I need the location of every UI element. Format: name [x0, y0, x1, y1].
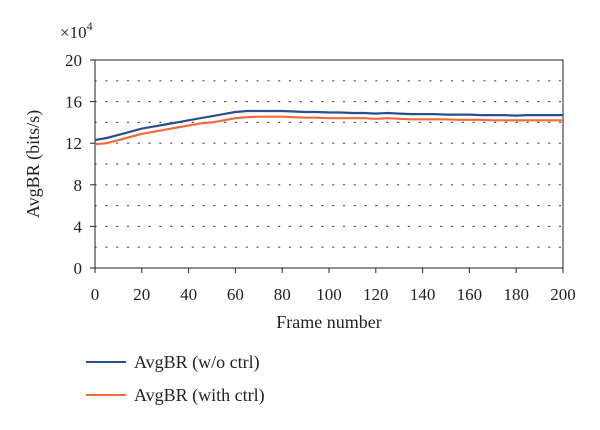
x-tick-label: 100	[316, 285, 342, 304]
legend-label-w-o-ctrl: AvgBR (w/o ctrl)	[134, 351, 260, 372]
x-tick-label: 120	[363, 285, 389, 304]
x-tick-label: 180	[503, 285, 529, 304]
y-multiplier: ×104	[60, 19, 93, 42]
series-line-1	[94, 115, 563, 146]
legend: AvgBR (w/o ctrl) AvgBR (with ctrl)	[86, 348, 265, 414]
y-multiplier-exponent: 4	[87, 19, 93, 33]
series-line-0	[94, 109, 563, 142]
y-tick-label: 8	[74, 176, 83, 195]
y-tick-label: 4	[74, 217, 83, 236]
x-tick-label: 200	[550, 285, 576, 304]
legend-item-w-o-ctrl: AvgBR (w/o ctrl)	[86, 348, 265, 376]
x-tick-label: 80	[274, 285, 291, 304]
y-tick-label: 16	[65, 93, 82, 112]
legend-item-with-ctrl: AvgBR (with ctrl)	[86, 381, 265, 409]
x-axis-title: Frame number	[276, 312, 381, 332]
legend-swatch-with-ctrl	[86, 394, 126, 396]
y-axis-title: AvgBR (bits/s)	[23, 110, 44, 218]
y-tick-label: 0	[74, 259, 83, 278]
legend-swatch-w-o-ctrl	[86, 361, 126, 363]
x-tick-label: 160	[457, 285, 483, 304]
x-tick-label: 140	[410, 285, 436, 304]
x-tick-label: 60	[227, 285, 244, 304]
y-tick-label: 20	[65, 51, 82, 70]
plot-frame	[94, 59, 564, 269]
legend-label-with-ctrl: AvgBR (with ctrl)	[134, 384, 265, 405]
y-tick-label: 12	[65, 134, 82, 153]
x-tick-label: 40	[180, 285, 197, 304]
x-tick-label: 0	[91, 285, 100, 304]
x-tick-label: 20	[133, 285, 150, 304]
